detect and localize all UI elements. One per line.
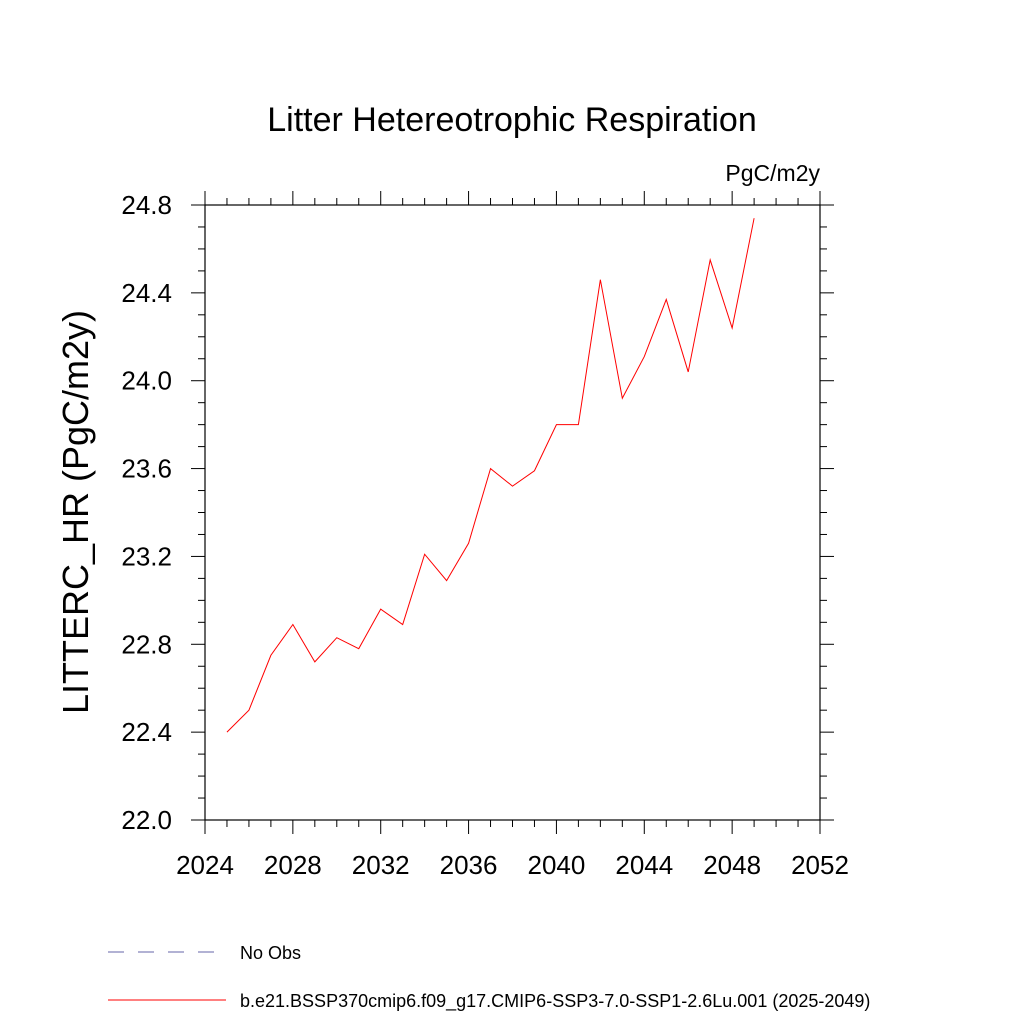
series-layer [226, 218, 755, 733]
plot-frame [204, 204, 821, 821]
series-line [226, 218, 755, 733]
y-tick-label: 24.4 [121, 278, 172, 308]
tick-labels: 2024 2028 2032 2036 2040 2044 2048 2052 22.0 22.4… [121, 190, 849, 880]
x-tick-label: 2048 [703, 850, 761, 880]
x-tick-label: 2036 [440, 850, 498, 880]
y-tick-label: 24.0 [121, 366, 172, 396]
y-tick-label: 22.8 [121, 629, 172, 659]
x-tick-label: 2044 [615, 850, 673, 880]
x-tick-label: 2052 [791, 850, 849, 880]
legend: No Obs b.e21.BSSP370cmip6.f09_g17.CMIP6-S… [108, 943, 870, 1012]
y-tick-label: 23.2 [121, 541, 172, 571]
y-tick-label: 23.6 [121, 454, 172, 484]
x-tick-label: 2028 [264, 850, 322, 880]
y-axis-label: LITTERC_HR (PgC/m2y) [55, 310, 96, 714]
x-tick-label: 2040 [528, 850, 586, 880]
y-tick-label: 22.0 [121, 805, 172, 835]
x-tick-label: 2024 [176, 850, 234, 880]
chart-title: Litter Hetereotrophic Respiration [267, 101, 756, 139]
y-tick-label: 24.8 [121, 190, 172, 220]
x-tick-label: 2032 [352, 850, 410, 880]
legend-label: No Obs [240, 943, 301, 963]
axis-ticks [191, 191, 834, 834]
units-label: PgC/m2y [725, 160, 820, 186]
legend-label: b.e21.BSSP370cmip6.f09_g17.CMIP6-SSP3-7.… [240, 991, 870, 1012]
y-tick-label: 22.4 [121, 717, 172, 747]
